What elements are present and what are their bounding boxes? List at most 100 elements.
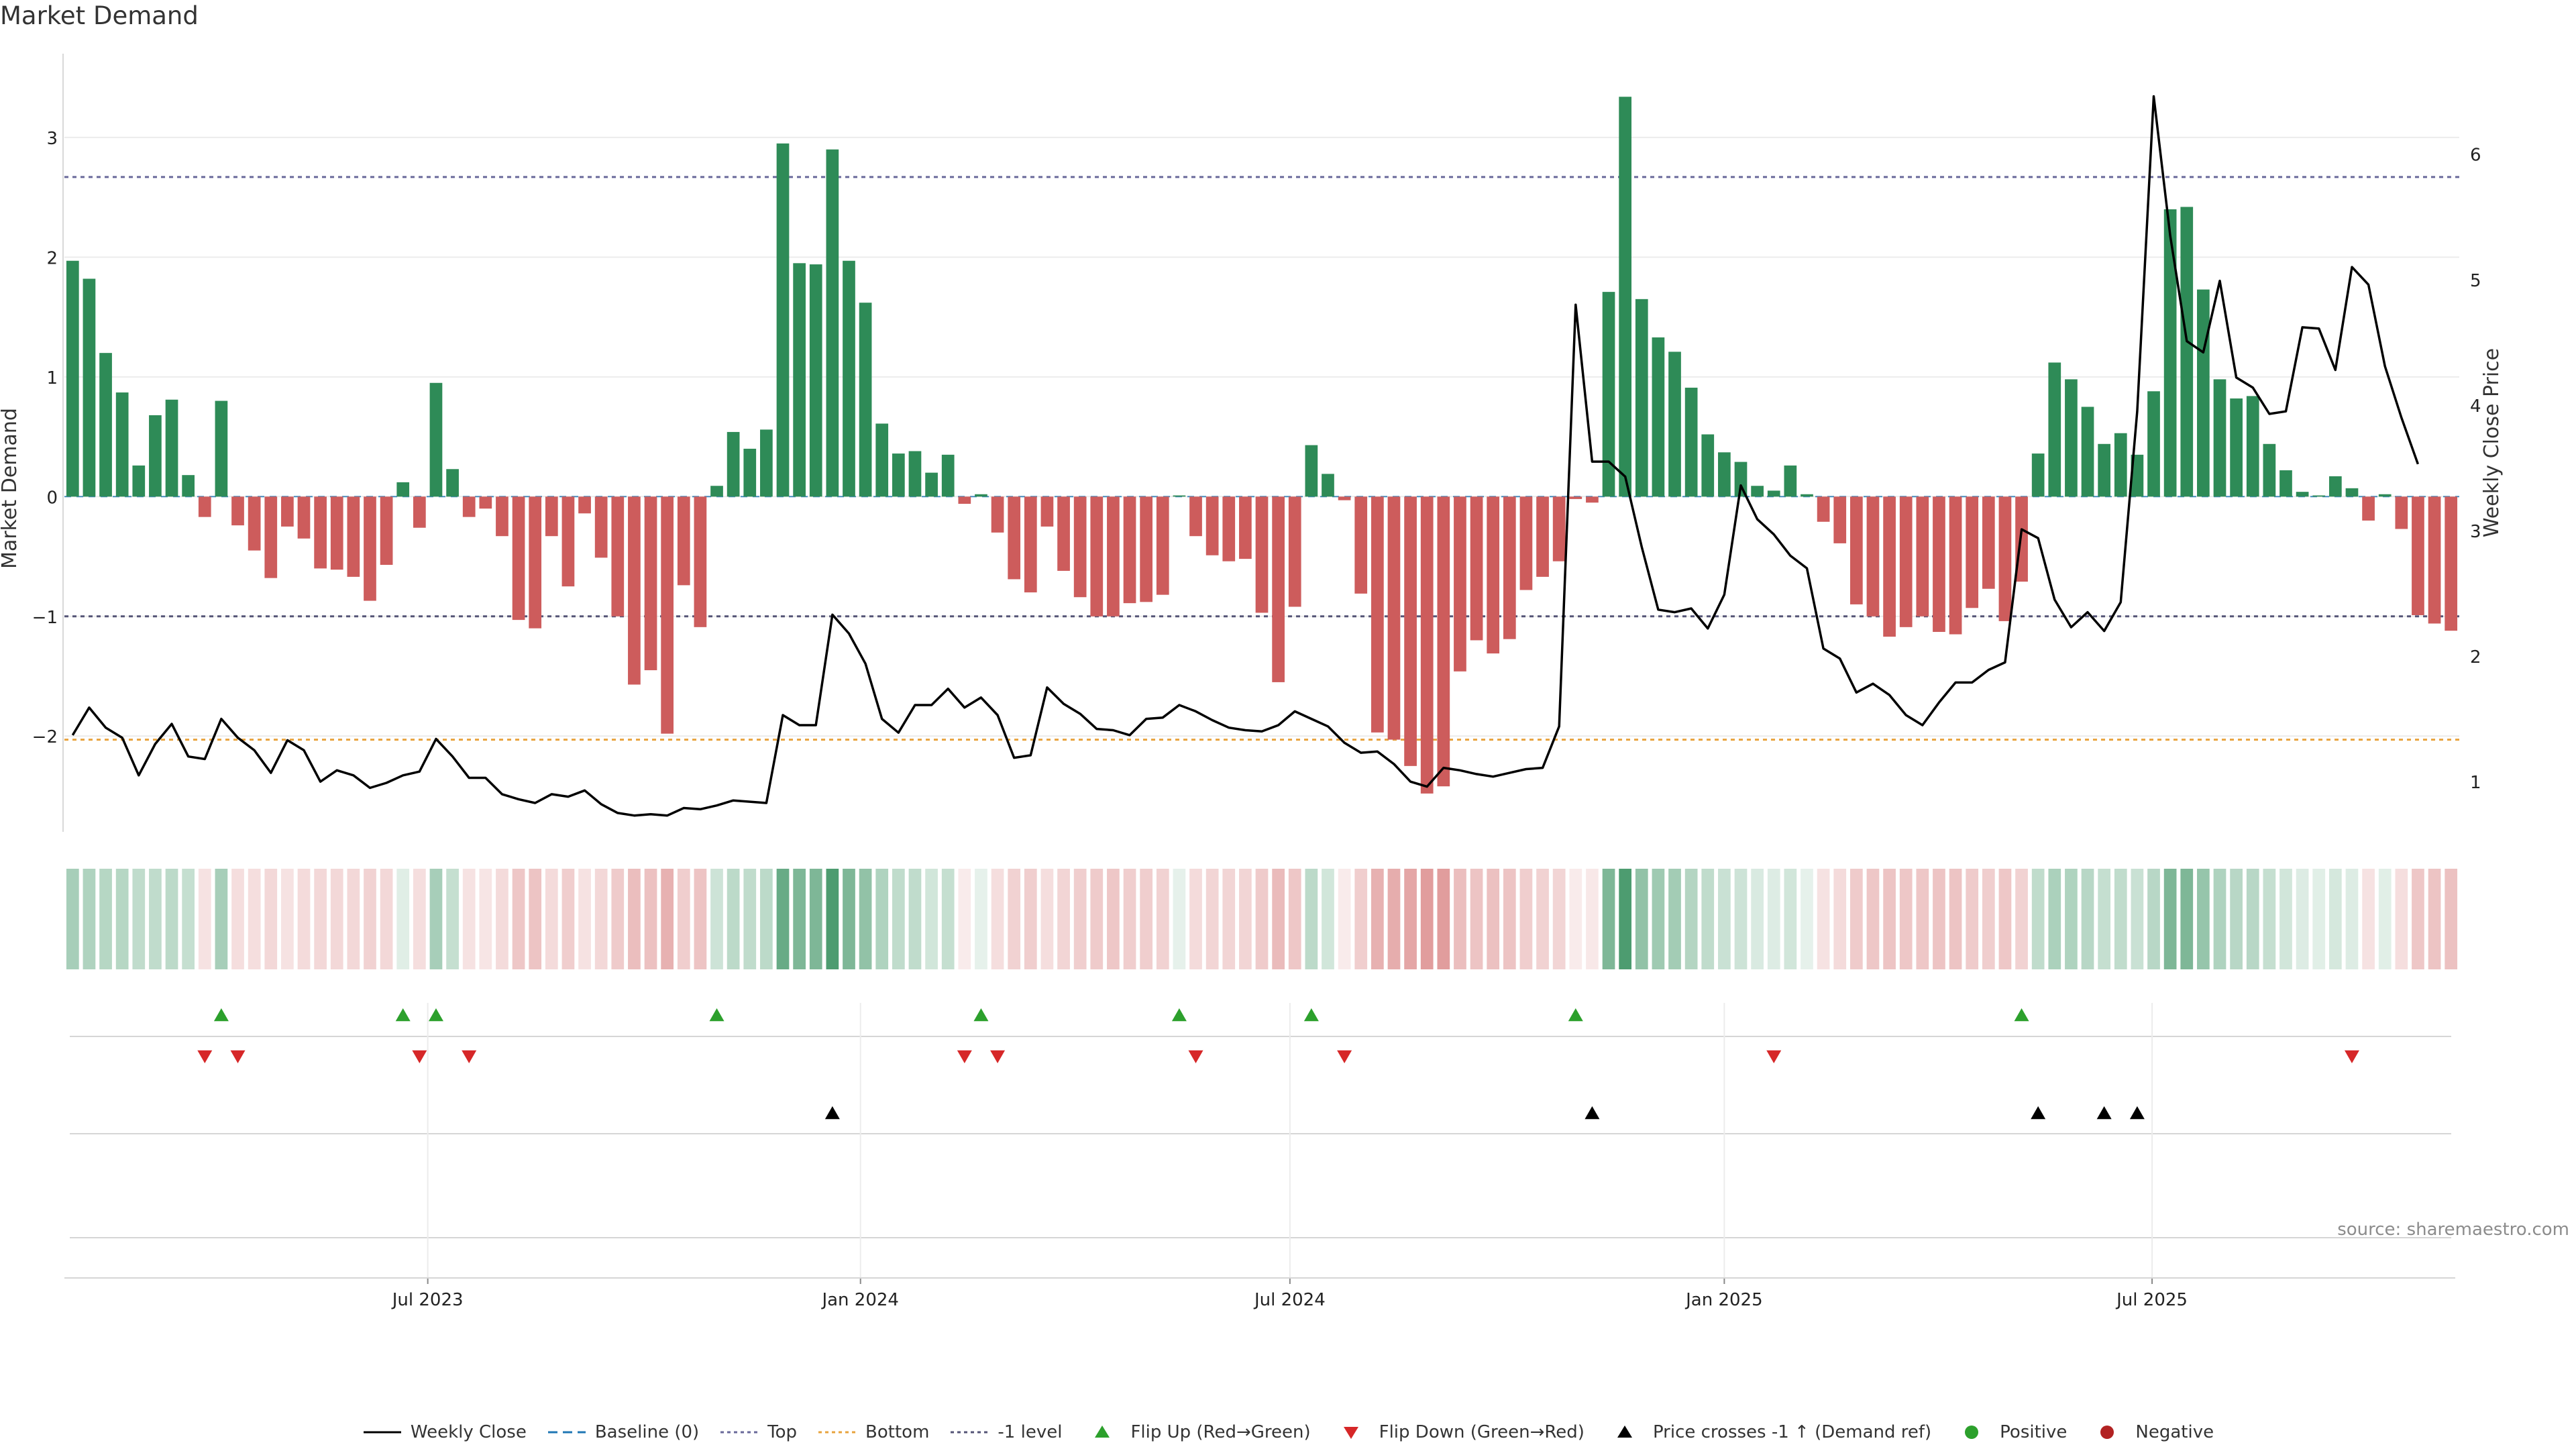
demand-bar [2163,209,2177,497]
demand-strip-cell [2345,869,2359,969]
demand-strip-cell [743,869,757,969]
demand-strip-cell [1519,869,1533,969]
demand-bar [859,303,872,497]
demand-bar [149,415,162,497]
demand-bar [1849,496,1863,604]
flip-up-marker [428,1008,443,1022]
demand-strip-cell [991,869,1004,969]
legend-item: Positive [1951,1422,2067,1442]
y-tick-label: −2 [32,727,58,747]
demand-strip-cell [413,869,426,969]
demand-strip-cell [1751,869,1764,969]
price-cross-marker [2031,1106,2046,1120]
demand-strip-cell [396,869,410,969]
source-note: source: sharemaestro.com [2337,1220,2569,1240]
legend-swatch-icon [818,1431,857,1434]
demand-bar [248,496,261,551]
demand-strip-cell [2163,869,2177,969]
demand-strip-cell [727,869,740,969]
demand-strip-cell [1420,869,1434,969]
demand-strip-cell [776,869,790,969]
flip-up-marker [973,1008,989,1022]
demand-strip-cell [760,869,773,969]
y2-tick-label: 2 [2470,647,2481,667]
demand-bar [2362,496,2375,521]
demand-bar [1322,474,1334,497]
demand-strip-cell [1272,869,1285,969]
demand-bar [347,496,360,577]
demand-strip-cell [2015,869,2028,969]
demand-bar [2031,453,2045,497]
demand-strip-cell [1966,869,1979,969]
demand-strip-cell [2197,869,2210,969]
demand-strip-cell [1916,869,1929,969]
demand-strip-cell [1701,869,1715,969]
demand-bar [99,353,112,497]
demand-bar [1998,496,2012,621]
demand-bar [529,496,542,629]
demand-bar [644,496,657,671]
demand-bar [1652,337,1665,497]
demand-strip-cell [115,869,129,969]
demand-bar [1635,299,1648,497]
demand-bar [1305,445,1318,497]
demand-strip-cell [1008,869,1021,969]
demand-strip-cell [958,869,971,969]
demand-bars [66,97,2458,794]
demand-bar [1255,496,1269,613]
demand-strip-cell [314,869,327,969]
y-tick-label: 0 [46,488,58,508]
legend-label: Baseline (0) [594,1422,700,1442]
demand-strip-cell [925,869,938,969]
y2-tick-label: 5 [2470,271,2481,291]
demand-bar [1024,496,1037,593]
demand-bar [1552,496,1566,561]
demand-bar [1107,496,1120,616]
demand-bar [1619,97,1632,497]
y-axis-label: Market Demand [0,408,21,569]
legend-swatch-icon [1343,1427,1358,1439]
demand-bar [1205,496,1219,555]
demand-bar [231,496,244,526]
price-cross-marker [824,1106,840,1120]
legend-item: Baseline (0) [547,1422,699,1442]
flip-up-marker [1303,1008,1319,1022]
demand-bar [2114,433,2127,497]
demand-strip-cell [644,869,657,969]
demand-strip-cell [1767,869,1780,969]
legend-label: Negative [2135,1422,2214,1442]
price-cross-marker [1585,1106,1600,1120]
demand-strip-cell [1684,869,1698,969]
demand-bar [1222,496,1236,561]
demand-strip-cell [231,869,244,969]
demand-bar [2230,398,2243,497]
legend-swatch-icon [363,1431,401,1434]
demand-strip-cell [1801,869,1813,969]
grid-layer [62,54,2459,832]
demand-strip-cell [2296,869,2309,969]
flip-down-marker [990,1050,1006,1063]
demand-strip-cell [1586,869,1599,969]
demand-strip-cell [875,869,889,969]
weekly-close-line [71,95,2420,817]
demand-bar [1817,496,1830,522]
demand-strip-cell [1205,869,1219,969]
demand-bar [1668,352,1681,497]
demand-strip-cell [165,869,178,969]
demand-bar [892,453,905,497]
demand-bar [1123,496,1136,604]
demand-strip-cell [578,869,591,969]
demand-strip-cell [380,869,393,969]
y2-axis-label: Weekly Close Price [2480,348,2504,537]
demand-strip-cell [462,869,476,969]
demand-bar [1569,496,1582,499]
x-tick-label: Jul 2025 [2115,1290,2188,1310]
demand-strip-cell [2279,869,2292,969]
y-tick-label: −1 [32,608,58,628]
demand-strip-cell [1255,869,1269,969]
demand-strip-cell [2412,869,2424,969]
demand-bar [429,382,443,497]
demand-strip-cell [2246,869,2259,969]
demand-bar [115,392,129,497]
demand-bar [1470,496,1483,641]
